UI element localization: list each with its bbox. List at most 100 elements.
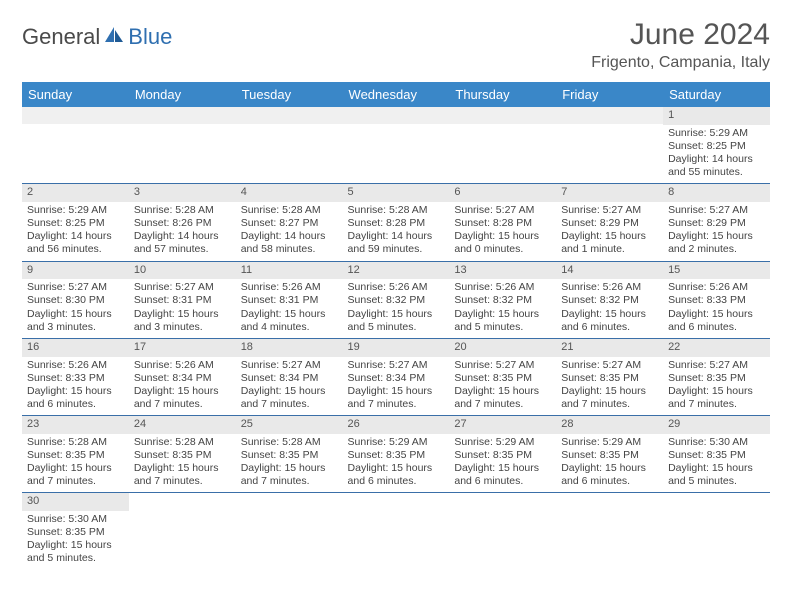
calendar-cell: 8Sunrise: 5:27 AMSunset: 8:29 PMDaylight… bbox=[663, 184, 770, 261]
daylight-text: Daylight: 15 hours and 6 minutes. bbox=[668, 308, 765, 334]
empty-day-header bbox=[129, 107, 236, 124]
weekday-header: Wednesday bbox=[343, 82, 450, 107]
sunset-text: Sunset: 8:31 PM bbox=[241, 294, 338, 307]
sunset-text: Sunset: 8:32 PM bbox=[561, 294, 658, 307]
day-number: 14 bbox=[556, 262, 663, 280]
daylight-text: Daylight: 14 hours and 57 minutes. bbox=[134, 230, 231, 256]
day-body: Sunrise: 5:26 AMSunset: 8:32 PMDaylight:… bbox=[556, 279, 663, 338]
calendar-cell: 14Sunrise: 5:26 AMSunset: 8:32 PMDayligh… bbox=[556, 261, 663, 338]
sunset-text: Sunset: 8:35 PM bbox=[134, 449, 231, 462]
calendar-cell: 2Sunrise: 5:29 AMSunset: 8:25 PMDaylight… bbox=[22, 184, 129, 261]
sunrise-text: Sunrise: 5:28 AM bbox=[348, 204, 445, 217]
sunrise-text: Sunrise: 5:27 AM bbox=[561, 204, 658, 217]
calendar-cell bbox=[449, 493, 556, 570]
sunset-text: Sunset: 8:27 PM bbox=[241, 217, 338, 230]
sunrise-text: Sunrise: 5:29 AM bbox=[454, 436, 551, 449]
sunrise-text: Sunrise: 5:26 AM bbox=[241, 281, 338, 294]
day-number: 19 bbox=[343, 339, 450, 357]
calendar-cell bbox=[236, 493, 343, 570]
calendar-cell: 25Sunrise: 5:28 AMSunset: 8:35 PMDayligh… bbox=[236, 416, 343, 493]
day-number: 18 bbox=[236, 339, 343, 357]
daylight-text: Daylight: 15 hours and 3 minutes. bbox=[27, 308, 124, 334]
daylight-text: Daylight: 15 hours and 7 minutes. bbox=[241, 462, 338, 488]
sunrise-text: Sunrise: 5:27 AM bbox=[454, 204, 551, 217]
daylight-text: Daylight: 15 hours and 5 minutes. bbox=[27, 539, 124, 565]
day-body: Sunrise: 5:27 AMSunset: 8:28 PMDaylight:… bbox=[449, 202, 556, 261]
daylight-text: Daylight: 14 hours and 59 minutes. bbox=[348, 230, 445, 256]
day-body: Sunrise: 5:27 AMSunset: 8:30 PMDaylight:… bbox=[22, 279, 129, 338]
day-number: 12 bbox=[343, 262, 450, 280]
daylight-text: Daylight: 15 hours and 6 minutes. bbox=[27, 385, 124, 411]
day-body: Sunrise: 5:28 AMSunset: 8:28 PMDaylight:… bbox=[343, 202, 450, 261]
day-body: Sunrise: 5:27 AMSunset: 8:31 PMDaylight:… bbox=[129, 279, 236, 338]
calendar-cell: 9Sunrise: 5:27 AMSunset: 8:30 PMDaylight… bbox=[22, 261, 129, 338]
empty-day-header bbox=[22, 107, 129, 124]
calendar-cell: 15Sunrise: 5:26 AMSunset: 8:33 PMDayligh… bbox=[663, 261, 770, 338]
day-body: Sunrise: 5:26 AMSunset: 8:32 PMDaylight:… bbox=[343, 279, 450, 338]
day-number: 2 bbox=[22, 184, 129, 202]
day-number: 21 bbox=[556, 339, 663, 357]
calendar-cell: 20Sunrise: 5:27 AMSunset: 8:35 PMDayligh… bbox=[449, 338, 556, 415]
calendar-cell: 29Sunrise: 5:30 AMSunset: 8:35 PMDayligh… bbox=[663, 416, 770, 493]
day-body: Sunrise: 5:26 AMSunset: 8:34 PMDaylight:… bbox=[129, 357, 236, 416]
sunrise-text: Sunrise: 5:26 AM bbox=[668, 281, 765, 294]
day-number: 13 bbox=[449, 262, 556, 280]
sunrise-text: Sunrise: 5:28 AM bbox=[134, 204, 231, 217]
calendar-cell: 30Sunrise: 5:30 AMSunset: 8:35 PMDayligh… bbox=[22, 493, 129, 570]
day-body: Sunrise: 5:28 AMSunset: 8:27 PMDaylight:… bbox=[236, 202, 343, 261]
sunset-text: Sunset: 8:33 PM bbox=[27, 372, 124, 385]
day-body: Sunrise: 5:30 AMSunset: 8:35 PMDaylight:… bbox=[22, 511, 129, 570]
calendar-cell: 24Sunrise: 5:28 AMSunset: 8:35 PMDayligh… bbox=[129, 416, 236, 493]
day-body: Sunrise: 5:26 AMSunset: 8:32 PMDaylight:… bbox=[449, 279, 556, 338]
day-number: 20 bbox=[449, 339, 556, 357]
empty-day-header bbox=[236, 107, 343, 124]
daylight-text: Daylight: 15 hours and 5 minutes. bbox=[454, 308, 551, 334]
sunrise-text: Sunrise: 5:28 AM bbox=[241, 204, 338, 217]
day-number: 25 bbox=[236, 416, 343, 434]
day-number: 22 bbox=[663, 339, 770, 357]
calendar-cell: 11Sunrise: 5:26 AMSunset: 8:31 PMDayligh… bbox=[236, 261, 343, 338]
logo: General Blue bbox=[22, 18, 172, 50]
sunrise-text: Sunrise: 5:29 AM bbox=[27, 204, 124, 217]
calendar-cell: 17Sunrise: 5:26 AMSunset: 8:34 PMDayligh… bbox=[129, 338, 236, 415]
calendar-cell: 21Sunrise: 5:27 AMSunset: 8:35 PMDayligh… bbox=[556, 338, 663, 415]
calendar-row: 1Sunrise: 5:29 AMSunset: 8:25 PMDaylight… bbox=[22, 107, 770, 184]
day-number: 29 bbox=[663, 416, 770, 434]
day-number: 27 bbox=[449, 416, 556, 434]
calendar-cell bbox=[343, 493, 450, 570]
weekday-header: Saturday bbox=[663, 82, 770, 107]
day-body: Sunrise: 5:29 AMSunset: 8:25 PMDaylight:… bbox=[663, 125, 770, 184]
weekday-header: Monday bbox=[129, 82, 236, 107]
daylight-text: Daylight: 15 hours and 0 minutes. bbox=[454, 230, 551, 256]
calendar-cell: 6Sunrise: 5:27 AMSunset: 8:28 PMDaylight… bbox=[449, 184, 556, 261]
day-number: 28 bbox=[556, 416, 663, 434]
sunset-text: Sunset: 8:35 PM bbox=[27, 449, 124, 462]
sunrise-text: Sunrise: 5:27 AM bbox=[668, 359, 765, 372]
sunrise-text: Sunrise: 5:28 AM bbox=[241, 436, 338, 449]
calendar-row: 23Sunrise: 5:28 AMSunset: 8:35 PMDayligh… bbox=[22, 416, 770, 493]
sunrise-text: Sunrise: 5:26 AM bbox=[561, 281, 658, 294]
day-number: 23 bbox=[22, 416, 129, 434]
day-body: Sunrise: 5:26 AMSunset: 8:31 PMDaylight:… bbox=[236, 279, 343, 338]
sunrise-text: Sunrise: 5:27 AM bbox=[134, 281, 231, 294]
day-number: 1 bbox=[663, 107, 770, 125]
sunrise-text: Sunrise: 5:30 AM bbox=[668, 436, 765, 449]
daylight-text: Daylight: 15 hours and 7 minutes. bbox=[134, 462, 231, 488]
sunset-text: Sunset: 8:33 PM bbox=[668, 294, 765, 307]
sunset-text: Sunset: 8:34 PM bbox=[241, 372, 338, 385]
daylight-text: Daylight: 15 hours and 7 minutes. bbox=[134, 385, 231, 411]
weekday-header: Sunday bbox=[22, 82, 129, 107]
weekday-header: Tuesday bbox=[236, 82, 343, 107]
day-body: Sunrise: 5:28 AMSunset: 8:35 PMDaylight:… bbox=[236, 434, 343, 493]
sunrise-text: Sunrise: 5:27 AM bbox=[454, 359, 551, 372]
calendar-cell: 26Sunrise: 5:29 AMSunset: 8:35 PMDayligh… bbox=[343, 416, 450, 493]
daylight-text: Daylight: 15 hours and 2 minutes. bbox=[668, 230, 765, 256]
location: Frigento, Campania, Italy bbox=[591, 54, 770, 72]
weekday-header: Friday bbox=[556, 82, 663, 107]
sunset-text: Sunset: 8:28 PM bbox=[454, 217, 551, 230]
sunset-text: Sunset: 8:34 PM bbox=[134, 372, 231, 385]
sunset-text: Sunset: 8:25 PM bbox=[27, 217, 124, 230]
sunset-text: Sunset: 8:32 PM bbox=[348, 294, 445, 307]
day-number: 24 bbox=[129, 416, 236, 434]
day-number: 3 bbox=[129, 184, 236, 202]
